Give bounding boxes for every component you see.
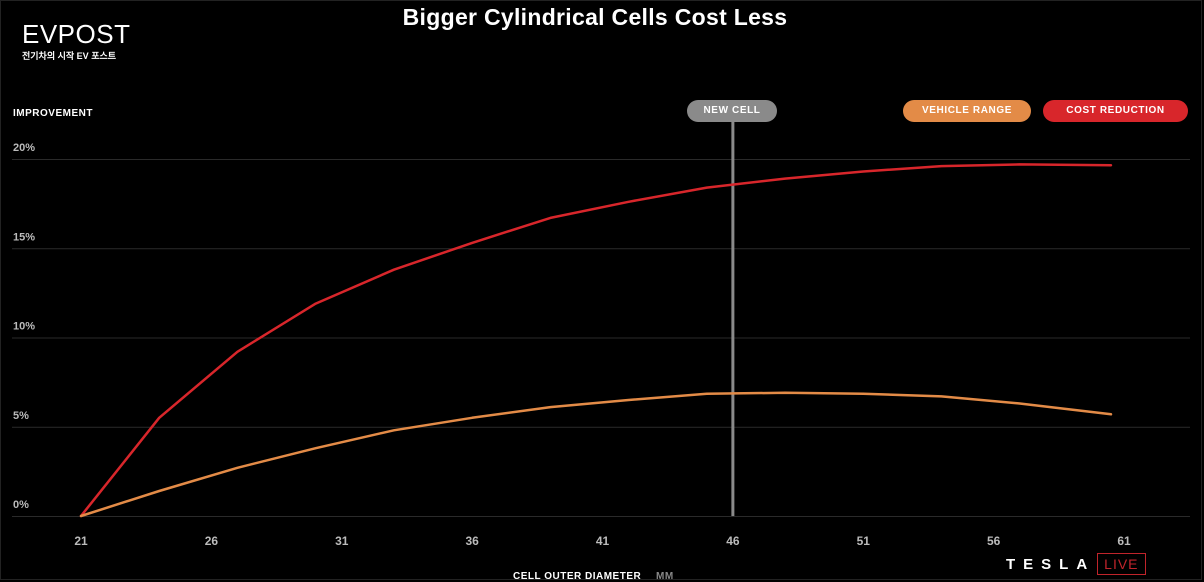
x-tick-label: 56 <box>987 534 1001 548</box>
x-tick-label: 46 <box>726 534 740 548</box>
logo-tagline: 전기차의 시작 EV 포스트 <box>22 51 117 61</box>
x-tick-label: 36 <box>465 534 479 548</box>
new-cell-badge: NEW CELL <box>687 100 777 122</box>
live-badge: LIVE <box>1097 553 1146 575</box>
y-tick-label: 15% <box>13 231 35 243</box>
legend-cost-reduction: COST REDUCTION <box>1043 100 1188 122</box>
x-tick-label: 21 <box>74 534 88 548</box>
y-tick-label: 0% <box>13 499 29 511</box>
x-tick-label: 51 <box>857 534 871 548</box>
x-axis-unit: MM <box>656 571 674 582</box>
evpost-logo: EVPOST 전기차의 시작 EV 포스트 <box>22 20 130 62</box>
tesla-wordmark: TESLA <box>1006 555 1096 573</box>
series-line-cost-reduction <box>79 163 1113 518</box>
x-tick-label: 61 <box>1117 534 1131 548</box>
x-tick-label: 41 <box>596 534 610 548</box>
x-tick-label: 26 <box>205 534 219 548</box>
chart-title: Bigger Cylindrical Cells Cost Less <box>402 4 788 30</box>
logo-text: EVPOST <box>22 19 131 49</box>
legend-vehicle-range: VEHICLE RANGE <box>903 100 1031 122</box>
tesla-live-logo: TESLA LIVE <box>1006 553 1146 575</box>
y-axis-label: IMPROVEMENT <box>13 108 93 119</box>
y-tick-label: 20% <box>13 142 35 154</box>
y-tick-label: 5% <box>13 410 29 422</box>
x-tick-label: 31 <box>335 534 349 548</box>
x-axis-label: CELL OUTER DIAMETER <box>513 571 641 582</box>
y-tick-label: 10% <box>13 321 35 333</box>
series-line-vehicle-range <box>79 391 1113 518</box>
